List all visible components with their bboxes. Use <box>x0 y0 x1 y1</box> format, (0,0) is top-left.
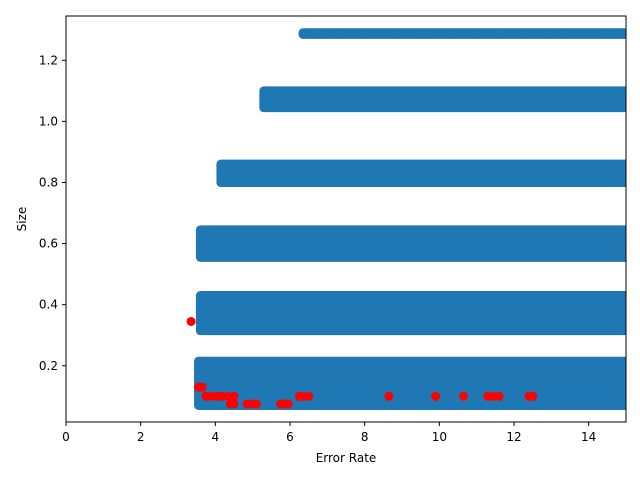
highlighted-point <box>186 316 196 326</box>
highlighted-point <box>229 399 239 409</box>
x-axis-label: Error Rate <box>316 451 377 465</box>
all-point <box>233 159 243 169</box>
all-point <box>315 29 325 39</box>
all-point <box>390 29 400 39</box>
all-point <box>259 103 269 113</box>
series-highlighted <box>186 316 538 409</box>
highlighted-point <box>304 391 314 401</box>
all-point <box>419 29 429 39</box>
point-band-5 <box>298 28 626 39</box>
point-band-4 <box>259 86 626 113</box>
y-axis-label: Size <box>15 207 29 232</box>
highlighted-point <box>384 391 394 401</box>
highlighted-point <box>528 391 538 401</box>
all-point <box>543 29 553 39</box>
x-tick-label: 14 <box>581 430 596 444</box>
all-point <box>472 29 482 39</box>
all-point <box>194 375 204 385</box>
x-tick-label: 4 <box>212 430 220 444</box>
all-point <box>360 29 370 39</box>
all-point <box>446 29 456 39</box>
highlighted-point <box>459 391 469 401</box>
point-band-1 <box>195 291 626 336</box>
all-point <box>216 177 226 187</box>
all-point <box>337 29 347 39</box>
y-tick-label: 0.2 <box>39 359 58 373</box>
point-band-2 <box>195 225 626 262</box>
all-point <box>617 29 626 39</box>
highlighted-point <box>229 391 239 401</box>
data-marks <box>186 28 626 411</box>
all-point <box>197 243 207 253</box>
y-tick-label: 1.2 <box>39 53 58 67</box>
x-tick-label: 2 <box>137 430 145 444</box>
x-tick-label: 10 <box>432 430 447 444</box>
x-tick-label: 8 <box>361 430 369 444</box>
highlighted-point <box>197 382 207 392</box>
highlighted-point <box>494 391 504 401</box>
all-point <box>199 316 209 326</box>
x-tick-label: 6 <box>286 430 294 444</box>
y-axis: 0.2 0.4 0.6 0.8 1.0 1.2 <box>39 53 66 373</box>
all-point <box>561 29 571 39</box>
x-tick-label: 0 <box>62 430 70 444</box>
point-band-3 <box>216 159 626 187</box>
x-axis: 0 2 4 6 8 10 12 14 <box>62 422 596 444</box>
all-point <box>516 29 526 39</box>
highlighted-point <box>283 399 293 409</box>
all-point <box>498 29 508 39</box>
x-tick-label: 12 <box>506 430 521 444</box>
all-point <box>602 29 612 39</box>
y-tick-label: 0.8 <box>39 175 58 189</box>
highlighted-point <box>431 391 441 401</box>
y-tick-label: 0.6 <box>39 237 58 251</box>
plot-frame <box>65 15 627 423</box>
y-tick-label: 0.4 <box>39 298 58 312</box>
highlighted-point <box>251 399 261 409</box>
all-point <box>298 29 308 39</box>
y-tick-label: 1.0 <box>39 114 58 128</box>
